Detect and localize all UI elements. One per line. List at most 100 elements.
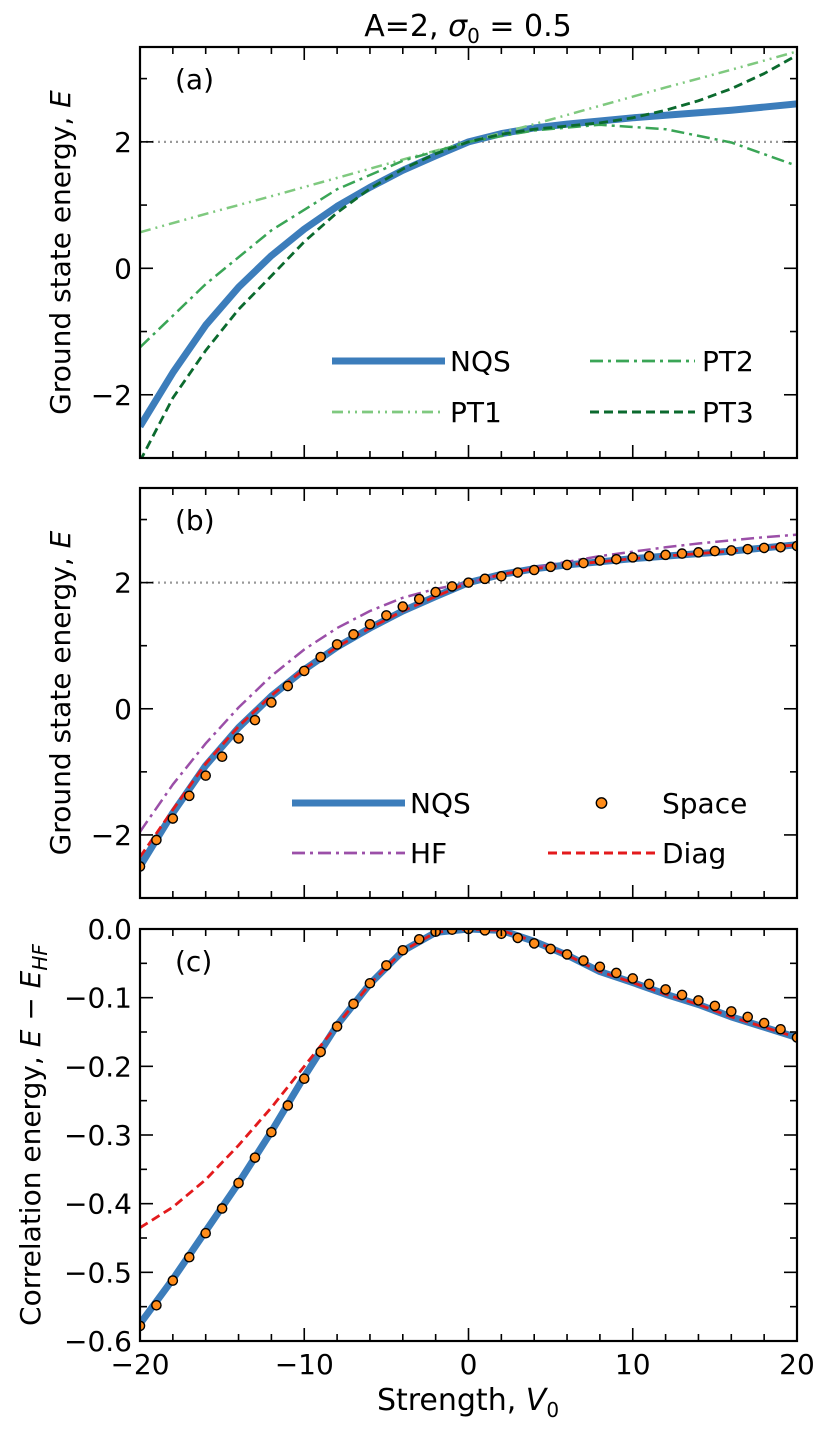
series-space-point-b (742, 543, 754, 555)
series-space-point-c (413, 934, 425, 945)
series-space-point-b (430, 586, 441, 598)
y-tick-label-c: −0.6 (64, 1325, 132, 1358)
x-tick-label-c: 20 (779, 1348, 815, 1381)
series-space-point-b (167, 813, 179, 824)
y-tick-label-c: 0.0 (87, 913, 132, 946)
series-space-point-b (266, 697, 277, 708)
legend-label-hf: HF (410, 837, 447, 870)
series-space-point-c (348, 998, 359, 1010)
series-pt2-line-a (140, 123, 797, 349)
series-space-point-c (183, 1251, 195, 1263)
series-space-point-c (331, 1021, 343, 1032)
series-space-point-b (512, 567, 524, 578)
panel-b: −2 0 2 Ground state energy, E (b) NQS Space HF D… (44, 486, 799, 900)
series-space-point-c (282, 1100, 294, 1111)
series-space-point-c (512, 932, 524, 944)
legend-label-pt2: PT2 (702, 345, 754, 378)
series-space-point-c (381, 960, 392, 971)
series-space-point-b (249, 714, 261, 726)
series-space-point-c (693, 995, 704, 1006)
series-space-point-b (364, 618, 376, 630)
y-tick-label-b: 0 (114, 693, 132, 726)
series-space-point-c (545, 943, 556, 955)
series-space-point-c (742, 1011, 754, 1023)
series-space-point-b (578, 557, 589, 569)
series-space-point-c (561, 949, 573, 960)
series-space-point-b (381, 610, 392, 621)
series-space-point-b (775, 541, 786, 553)
series-space-point-c (676, 989, 688, 1001)
series-nqs-line-c (140, 929, 797, 1326)
series-nqs-line-a (140, 100, 797, 429)
series-space-point-b (233, 733, 244, 744)
y-tick-label-b: −2 (91, 819, 132, 852)
x-axis-label: Strength, V0 (377, 1383, 559, 1422)
series-space-point-c (216, 1203, 228, 1214)
x-tick-label-c: 10 (615, 1348, 651, 1381)
panel-label-a: (a) (175, 63, 214, 96)
y-tick-label-c: −0.5 (64, 1256, 132, 1289)
series-space-point-b (693, 547, 704, 558)
plot-area-a (140, 50, 797, 458)
series-space-point-c (791, 1032, 797, 1043)
series-space-point-c (627, 973, 639, 984)
y-tick-label-b: 2 (114, 567, 132, 600)
series-space-point-b (446, 581, 458, 592)
series-space-point-b (758, 542, 770, 554)
y-axis-label-b: Ground state energy, E (44, 530, 77, 855)
series-space-point-c (594, 961, 606, 973)
panel-label-b: (b) (175, 504, 215, 537)
series-space-point-c (249, 1152, 261, 1163)
y-tick-label-a: 2 (114, 126, 132, 159)
series-space-point-b (216, 751, 228, 763)
series-space-point-b (791, 540, 797, 552)
series-space-point-b (282, 680, 294, 692)
series-space-point-c (266, 1126, 277, 1138)
series-space-point-b (594, 555, 606, 566)
series-space-point-c (709, 1000, 721, 1012)
series-space-point-b (643, 550, 655, 562)
series-space-point-c (578, 955, 589, 966)
series-space-point-b (660, 549, 671, 561)
series-space-point-b (496, 571, 507, 582)
series-space-point-c (775, 1023, 786, 1035)
series-space-point-c (611, 967, 622, 979)
series-space-point-b (315, 651, 326, 663)
legend-a: NQS PT2 PT1 PT3 (332, 345, 754, 429)
series-space-point-c (140, 1320, 146, 1332)
y-tick-label-c: −0.4 (64, 1188, 132, 1221)
y-tick-label-c: −0.1 (64, 982, 132, 1015)
series-space-point-b (545, 561, 556, 573)
series-space-point-c (528, 938, 540, 949)
legend-swatch-space (595, 797, 608, 809)
legend-b: NQS Space HF Diag (292, 787, 747, 870)
series-space-point-b (331, 639, 343, 650)
legend-label-nqs: NQS (450, 345, 511, 378)
plot-area-b (140, 533, 797, 872)
series-space-point-c (643, 978, 655, 990)
panel-label-c: (c) (175, 945, 212, 978)
x-tick-label-c: 0 (460, 1348, 478, 1381)
legend-label-nqs: NQS (410, 787, 471, 820)
series-space-point-c (758, 1017, 770, 1029)
y-tick-label-c: −0.3 (64, 1119, 132, 1152)
series-space-point-c (315, 1046, 326, 1058)
x-tick-label-c: −10 (275, 1348, 334, 1381)
series-space-point-b (200, 770, 211, 781)
series-space-point-b (561, 559, 573, 571)
legend-label-pt3: PT3 (702, 396, 754, 429)
panel-a: −2 0 2 Ground state energy, E (a) NQS PT2 PT1 PT… (44, 45, 799, 460)
x-tick-label-c: −20 (110, 1348, 169, 1381)
series-space-point-b (140, 861, 146, 872)
series-space-point-b (183, 790, 195, 802)
series-space-point-b (298, 665, 310, 677)
series-space-point-b (348, 629, 359, 640)
series-space-point-c (233, 1177, 244, 1189)
axes-frame-c (138, 927, 799, 1343)
figure-title: A=2, σ0 = 0.5 (364, 9, 572, 48)
series-space-point-c (167, 1275, 179, 1286)
series-space-point-b (627, 552, 639, 563)
series-space-point-c (364, 977, 376, 989)
